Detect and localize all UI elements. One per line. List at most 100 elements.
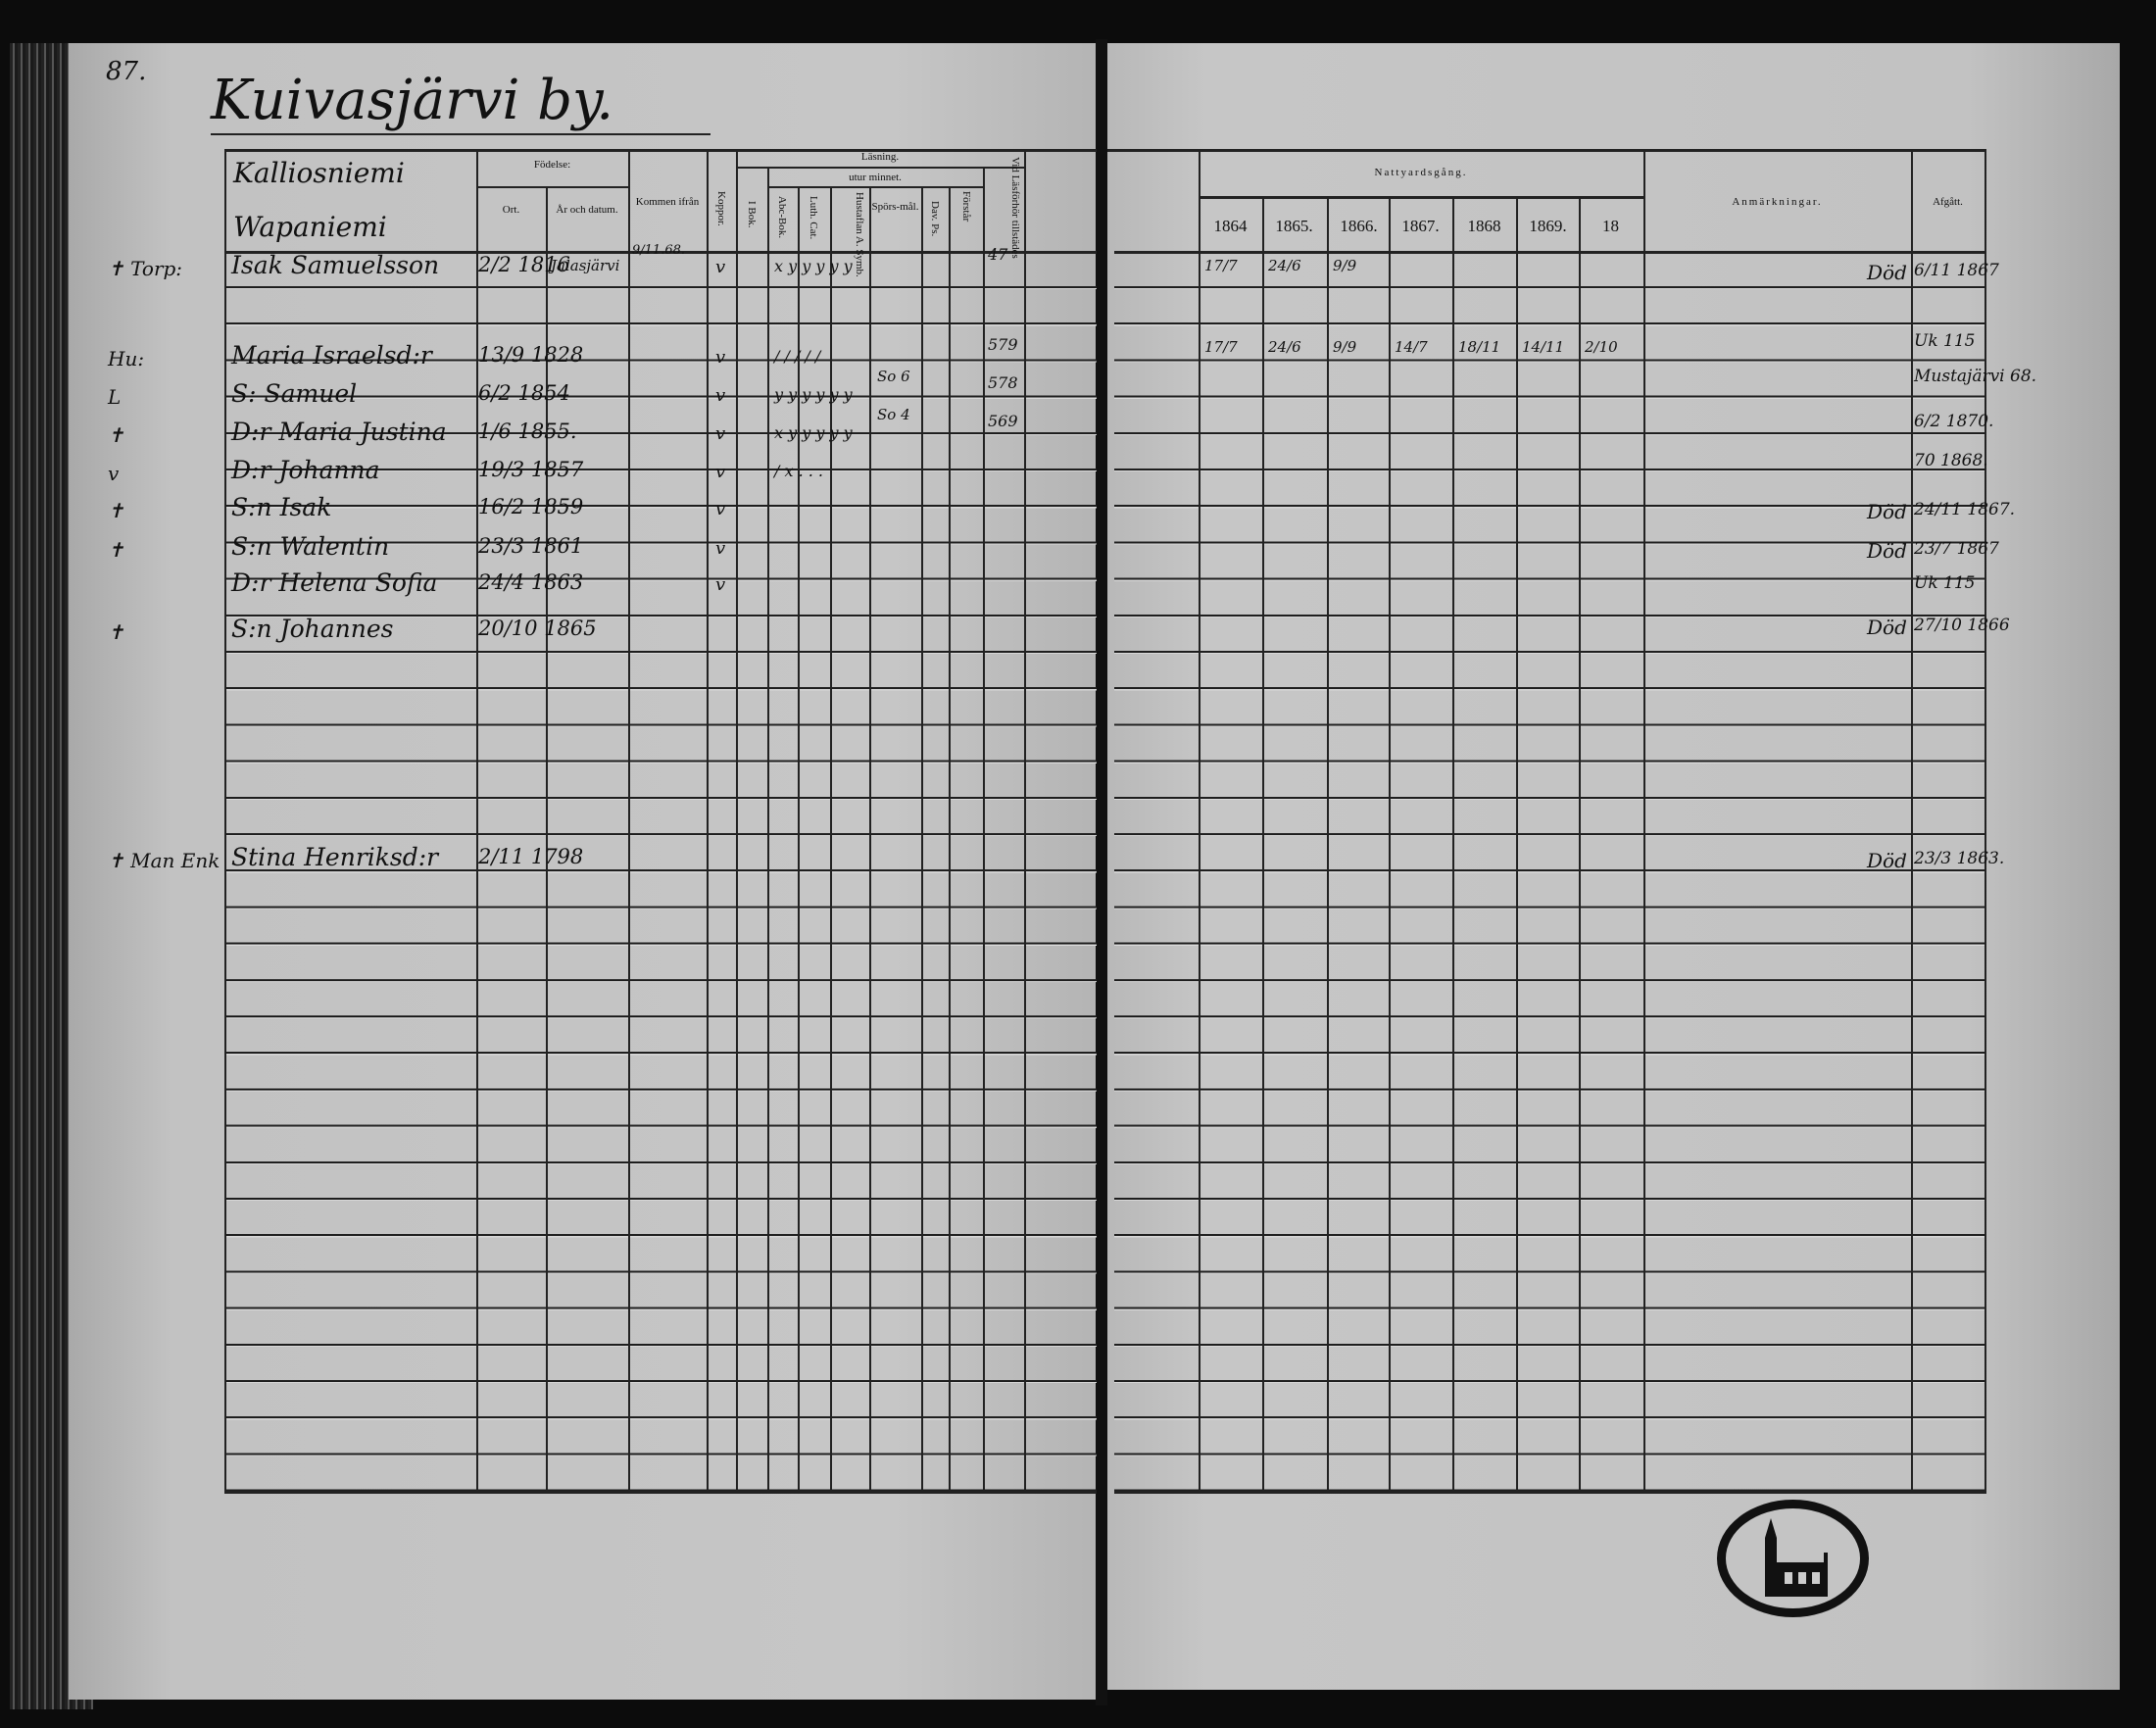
- communion-date: 24/6: [1268, 257, 1301, 274]
- entry-birth: 1/6 1855.: [478, 420, 577, 443]
- entry-birth: 2/2 1816: [478, 253, 570, 276]
- entry-name: D:r Johanna: [231, 456, 380, 484]
- entry-mark: ✝: [108, 538, 124, 562]
- header-afgatt: Afgått.: [1933, 196, 1963, 208]
- communion-date: 9/9: [1333, 338, 1357, 356]
- entry-mark: ✝ Man Enk: [108, 849, 220, 872]
- remark-text: Död: [1867, 849, 1907, 872]
- entry-reading: / / / / /: [774, 347, 821, 366]
- entry-koppor: v: [715, 538, 726, 559]
- page-number: 87.: [106, 57, 147, 86]
- remark-text: Död: [1867, 261, 1907, 284]
- departure-note: Uk 115: [1914, 331, 1976, 351]
- entry-mark: Hu:: [108, 347, 145, 370]
- church-icon: [1765, 1518, 1828, 1597]
- entry-present: 569: [988, 412, 1018, 430]
- communion-date: 14/7: [1395, 338, 1428, 356]
- book-spine: [1096, 39, 1107, 1705]
- entry-name: Maria Israelsd:r: [231, 341, 432, 370]
- entry-birth: 19/3 1857: [478, 458, 584, 481]
- entry-present: 578: [988, 373, 1018, 392]
- header-fodelse: Födelse:: [533, 159, 571, 171]
- header-husf: Hustaflan A. Symb.: [854, 192, 865, 277]
- archive-stamp: [1717, 1500, 1869, 1617]
- entry-koppor: v: [715, 574, 726, 595]
- header-abc: Abc-Bok.: [776, 196, 789, 239]
- remark-text: Död: [1867, 616, 1907, 639]
- entry-koppor: v: [715, 347, 726, 368]
- header-i-bok: I Bok.: [746, 201, 759, 228]
- entry-mark: ✝ Torp:: [108, 257, 183, 280]
- year-header: 1869.: [1529, 217, 1567, 235]
- entry-reading: / x . . .: [774, 462, 824, 480]
- entry-name: S:n Isak: [231, 493, 332, 521]
- entry-spors: So 4: [877, 406, 910, 423]
- header-nattvard: Nattyardsgång.: [1374, 167, 1468, 178]
- entry-reading: y y y y y y: [774, 385, 853, 404]
- departure-note: 27/10 1866: [1914, 616, 2010, 635]
- communion-date: 2/10: [1585, 338, 1618, 356]
- entry-place: Jalasjärvi: [551, 257, 620, 274]
- header-utur-minnet: utur minnet.: [849, 172, 902, 183]
- entry-name: S: Samuel: [231, 379, 358, 408]
- entry-name: Isak Samuelsson: [231, 251, 440, 279]
- header-vid: Vid Läsförhör tillstädes: [1009, 157, 1021, 259]
- entry-birth: 23/3 1861: [478, 534, 584, 558]
- entry-reading: x y y y y y: [774, 257, 853, 275]
- entry-mark: v: [108, 462, 120, 485]
- year-header: 1867.: [1401, 217, 1440, 235]
- entry-mark: ✝: [108, 423, 124, 447]
- year-header: 1865.: [1275, 217, 1313, 235]
- entry-spors: So 6: [877, 368, 910, 385]
- header-ar: År och datum.: [556, 204, 618, 216]
- header-kommen: Kommen ifrån: [635, 196, 700, 208]
- entry-mark: ✝: [108, 620, 124, 644]
- entry-koppor: v: [715, 423, 726, 444]
- remark-text: Död: [1867, 500, 1907, 523]
- entry-birth: 16/2 1859: [478, 495, 584, 518]
- year-header: 1866.: [1340, 217, 1378, 235]
- communion-date: 17/7: [1204, 338, 1238, 356]
- entry-present: 47: [988, 245, 1008, 264]
- departure-note: 6/11 1867: [1914, 261, 1999, 280]
- entry-koppor: v: [715, 462, 726, 482]
- header-spors: Spörs-mål.: [871, 201, 919, 213]
- header-anmarkningar: Anmärkningar.: [1732, 196, 1823, 208]
- entry-reading: x y y y y y: [774, 423, 853, 442]
- communion-date: 17/7: [1204, 257, 1238, 274]
- departure-note: 23/7 1867: [1914, 539, 1999, 559]
- entry-name: S:n Johannes: [231, 615, 394, 643]
- departure-note: 24/11 1867.: [1914, 500, 2016, 519]
- communion-date: 14/11: [1522, 338, 1565, 356]
- entry-birth: 24/4 1863: [478, 570, 584, 594]
- entry-from: 9/11.68.: [632, 243, 685, 258]
- entry-koppor: v: [715, 385, 726, 406]
- departure-note: Uk 115: [1914, 573, 1976, 593]
- entry-present: 579: [988, 335, 1018, 354]
- entry-birth: 6/2 1854: [478, 381, 570, 405]
- entry-mark: L: [108, 385, 122, 409]
- entry-koppor: v: [715, 257, 726, 277]
- communion-date: 18/11: [1458, 338, 1501, 356]
- header-forstar: Förstår: [960, 191, 973, 222]
- farm-name: Kalliosniemi: [233, 157, 405, 189]
- header-koppor: Koppor.: [715, 191, 728, 226]
- remark-text: Död: [1867, 539, 1907, 563]
- year-header: 1868: [1467, 217, 1501, 235]
- communion-date: 24/6: [1268, 338, 1301, 356]
- entry-koppor: v: [715, 499, 726, 519]
- register-rows: [224, 253, 1097, 1493]
- header-lasning: Läsning.: [860, 151, 900, 163]
- header-luth: Luth. Cat.: [808, 196, 820, 240]
- header-ort: Ort.: [502, 204, 520, 216]
- farm-name: Wapaniemi: [233, 211, 387, 243]
- village-title: Kuivasjärvi by.: [211, 69, 614, 132]
- departure-note: 6/2 1870.: [1914, 412, 1994, 431]
- header-dav: Dav. Ps.: [929, 201, 942, 237]
- entry-birth: 20/10 1865: [478, 617, 597, 640]
- communion-date: 9/9: [1333, 257, 1357, 274]
- entry-name: S:n Walentin: [231, 532, 390, 561]
- year-header: 18: [1602, 217, 1619, 235]
- year-header: 1864: [1213, 217, 1248, 235]
- entry-birth: 13/9 1828: [478, 343, 584, 367]
